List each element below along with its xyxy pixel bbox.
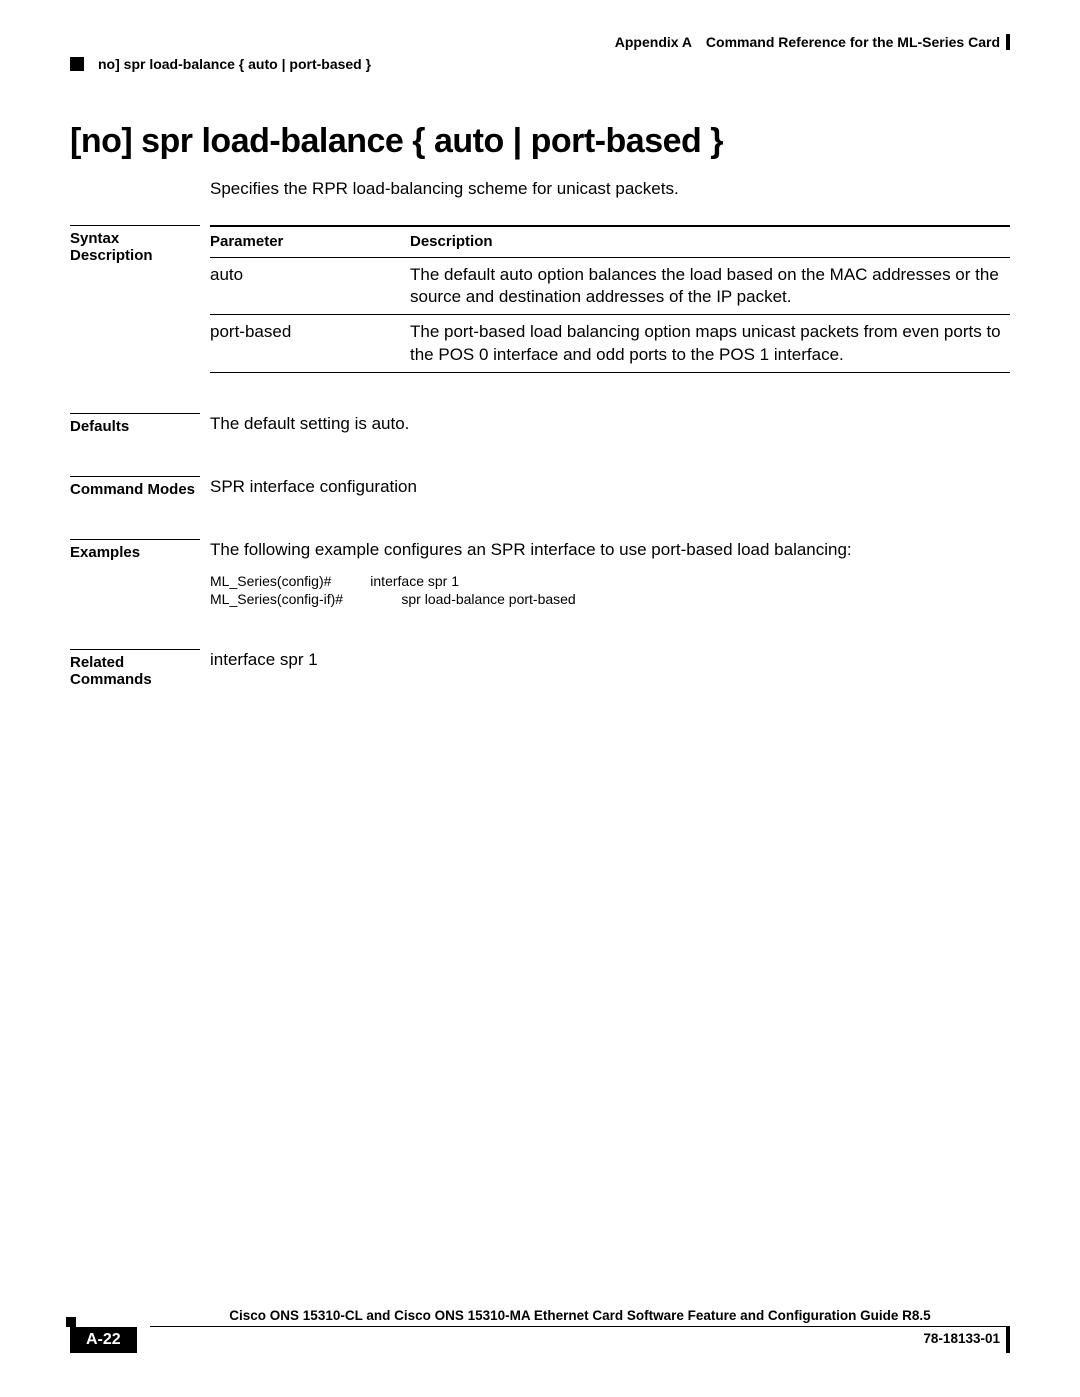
modes-section: Command Modes SPR interface configuratio… (70, 476, 1010, 499)
related-label: Related Commands (70, 649, 200, 688)
examples-label: Examples (70, 539, 200, 561)
page-number-badge: A-22 (70, 1327, 137, 1353)
syntax-section: Syntax Description Parameter Description… (70, 225, 1010, 373)
col-description: Description (410, 226, 1010, 258)
appendix-label: Appendix A (615, 34, 692, 50)
table-header-row: Parameter Description (210, 226, 1010, 258)
defaults-label: Defaults (70, 413, 200, 435)
syntax-table: Parameter Description auto The default a… (210, 225, 1010, 373)
desc-cell: The default auto option balances the loa… (410, 258, 1010, 315)
modes-label: Command Modes (70, 476, 200, 498)
document-page: Appendix A Command Reference for the ML-… (0, 0, 1080, 1397)
defaults-text: The default setting is auto. (210, 413, 1010, 436)
col-parameter: Parameter (210, 226, 410, 258)
header-right: Appendix A Command Reference for the ML-… (70, 34, 1010, 50)
doc-id: 78-18133-01 (923, 1327, 1010, 1353)
running-head: no] spr load-balance { auto | port-based… (98, 56, 371, 72)
defaults-section: Defaults The default setting is auto. (70, 413, 1010, 436)
related-section: Related Commands interface spr 1 (70, 649, 1010, 689)
square-icon (70, 57, 84, 71)
chapter-title: Command Reference for the ML-Series Card (706, 34, 1000, 50)
page-footer: Cisco ONS 15310-CL and Cisco ONS 15310-M… (70, 1308, 1010, 1353)
param-cell: auto (210, 258, 410, 315)
examples-section: Examples The following example configure… (70, 539, 1010, 610)
param-cell: port-based (210, 315, 410, 372)
table-row: port-based The port-based load balancing… (210, 315, 1010, 372)
intro-text: Specifies the RPR load-balancing scheme … (210, 179, 1010, 199)
footer-book-title: Cisco ONS 15310-CL and Cisco ONS 15310-M… (150, 1308, 1010, 1327)
related-text: interface spr 1 (210, 649, 1010, 672)
desc-cell: The port-based load balancing option map… (410, 315, 1010, 372)
table-row: auto The default auto option balances th… (210, 258, 1010, 315)
examples-code: ML_Series(config)# interface spr 1 ML_Se… (210, 572, 1010, 610)
header-left: no] spr load-balance { auto | port-based… (70, 56, 1010, 72)
page-title: [no] spr load-balance { auto | port-base… (70, 122, 1010, 161)
modes-text: SPR interface configuration (210, 476, 1010, 499)
examples-text: The following example configures an SPR … (210, 539, 1010, 562)
syntax-label: Syntax Description (70, 225, 200, 264)
